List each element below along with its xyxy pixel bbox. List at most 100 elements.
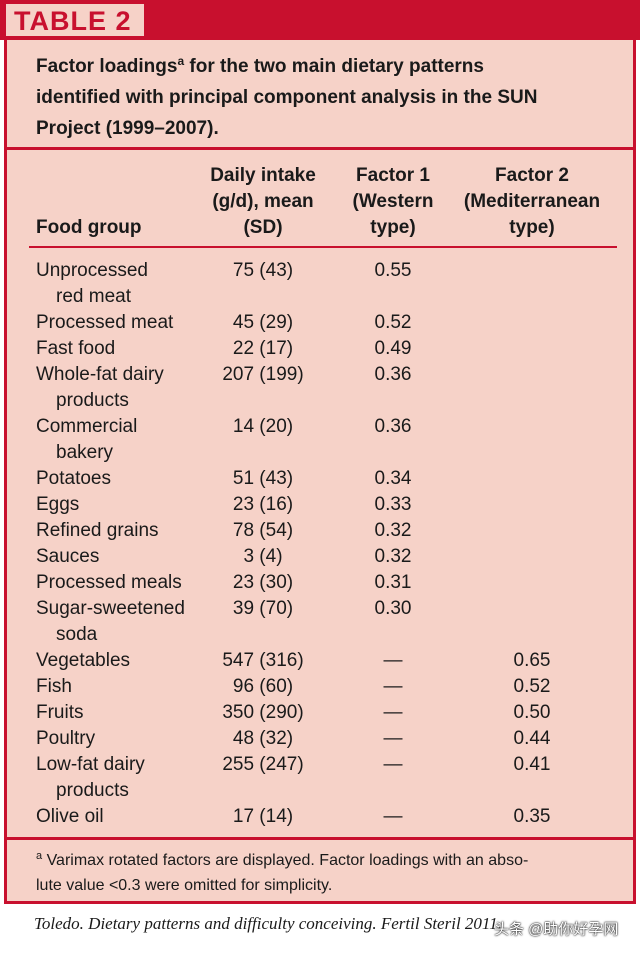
cell-food-group: Poultry (36, 726, 211, 752)
caption-line-3: Project (1999–2007). (36, 118, 219, 139)
cell-food-group: Processed meals (36, 570, 211, 596)
caption-line-1: Factor loadingsa for the two main dietar… (36, 51, 633, 82)
cell-daily-intake: 14 (20) (232, 416, 294, 437)
food-line: Unprocessed (36, 260, 148, 281)
cell-daily-intake: 22 (17) (232, 338, 294, 359)
cell-food-group: Fast food (36, 336, 211, 362)
food-line: Commercial (36, 416, 138, 437)
food-line: products (56, 780, 129, 801)
header-line (36, 189, 211, 215)
cell-factor-1: 0.52 (374, 312, 412, 333)
header-line: type) (509, 217, 555, 238)
food-line: Poultry (36, 728, 96, 749)
header-line: (Western (352, 191, 434, 212)
cell-food-group: Vegetables (36, 648, 211, 674)
cell-daily-intake: 255 (247) (222, 754, 304, 775)
food-line: red meat (56, 286, 131, 307)
cell-daily-intake: 96 (60) (232, 676, 294, 697)
footnote-superscript: a (36, 850, 43, 862)
caption-line-2: identified with principal component anal… (36, 87, 538, 108)
cell-food-group: Sugar-sweetened soda (36, 596, 211, 648)
cell-factor-1: 0.34 (374, 468, 412, 489)
footnote-line-1: a Varimax rotated factors are displayed.… (36, 848, 613, 873)
cell-factor-2: 0.52 (513, 676, 551, 697)
cell-daily-intake: 75 (43) (232, 260, 294, 281)
table-footnote: a Varimax rotated factors are displayed.… (4, 840, 636, 904)
cell-factor-1: 0.49 (374, 338, 412, 359)
food-line: Eggs (36, 494, 80, 515)
cell-factor-2: 0.65 (513, 650, 551, 671)
food-line: Fish (36, 676, 72, 697)
header-line: type) (370, 217, 416, 238)
column-header-factor-1: Factor 1 (Western type) (339, 163, 447, 241)
cell-daily-intake: 547 (316) (222, 650, 304, 671)
cell-factor-1: — (383, 754, 403, 775)
cell-daily-intake: 78 (54) (232, 520, 294, 541)
column-header-factor-2: Factor 2 (Mediterranean type) (449, 163, 615, 241)
cell-daily-intake: 51 (43) (232, 468, 294, 489)
cell-factor-1: 0.36 (374, 364, 412, 385)
cell-food-group: Processed meat (36, 310, 211, 336)
caption-superscript: a (177, 54, 185, 68)
cell-daily-intake: 350 (290) (222, 702, 304, 723)
cell-daily-intake: 23 (16) (232, 494, 294, 515)
cell-factor-1: 0.55 (374, 260, 412, 281)
table-caption: Factor loadingsa for the two main dietar… (4, 40, 636, 150)
food-line: products (56, 390, 129, 411)
caption-text: Factor loadings (36, 56, 178, 77)
cell-food-group: Sauces (36, 544, 211, 570)
header-line: (Mediterranean (463, 191, 601, 212)
cell-daily-intake: 17 (14) (232, 806, 294, 827)
food-line: Fruits (36, 702, 84, 723)
header-line: (g/d), mean (212, 191, 314, 212)
header-line: (SD) (243, 217, 283, 238)
cell-food-group: Commercial bakery (36, 414, 211, 466)
cell-daily-intake: 23 (30) (232, 572, 294, 593)
footnote-text: Varimax rotated factors are displayed. F… (42, 852, 529, 869)
header-line: Factor 2 (495, 165, 569, 186)
cell-factor-1: — (383, 728, 403, 749)
food-line: Whole-fat dairy (36, 364, 164, 385)
source-citation: Toledo. Dietary patterns and difficulty … (34, 914, 502, 933)
cell-factor-1: 0.32 (374, 520, 412, 541)
food-line: Low-fat dairy (36, 754, 145, 775)
cell-food-group: Potatoes (36, 466, 211, 492)
cell-factor-1: — (383, 676, 403, 697)
cell-factor-1: — (383, 806, 403, 827)
table-label: TABLE 2 (4, 2, 146, 38)
data-table: Food group Daily intake (g/d), mean (SD)… (4, 150, 636, 840)
cell-food-group: Fruits (36, 700, 211, 726)
column-header-food-group: Food group (36, 163, 211, 241)
cell-food-group: Fish (36, 674, 211, 700)
caption-text: for the two main dietary patterns (184, 56, 484, 77)
food-line: Refined grains (36, 520, 159, 541)
cell-factor-2: 0.50 (513, 702, 551, 723)
cell-factor-1: 0.33 (374, 494, 412, 515)
header-line (36, 163, 211, 189)
food-line: Olive oil (36, 806, 104, 827)
header-rule (29, 246, 617, 248)
cell-factor-2: 0.41 (513, 754, 551, 775)
cell-food-group: Refined grains (36, 518, 211, 544)
header-line: Food group (36, 217, 142, 238)
food-line: Vegetables (36, 650, 131, 671)
cell-daily-intake: 3 (4) (243, 546, 283, 567)
food-line: Processed meat (36, 312, 174, 333)
watermark: 头条 @助你好孕网 (494, 921, 619, 938)
food-line: soda (56, 624, 98, 645)
cell-factor-1: 0.31 (374, 572, 412, 593)
food-line: Sauces (36, 546, 100, 567)
cell-food-group: Eggs (36, 492, 211, 518)
food-line: Potatoes (36, 468, 111, 489)
header-line: Daily intake (210, 165, 316, 186)
header-line: Factor 1 (356, 165, 430, 186)
cell-daily-intake: 45 (29) (232, 312, 294, 333)
footnote-line-2: lute value <0.3 were omitted for simplic… (36, 877, 333, 894)
cell-daily-intake: 48 (32) (232, 728, 294, 749)
cell-food-group: Low-fat dairy products (36, 752, 211, 804)
cell-daily-intake: 207 (199) (222, 364, 304, 385)
cell-daily-intake: 39 (70) (232, 598, 294, 619)
cell-food-group: Olive oil (36, 804, 211, 830)
food-line: bakery (56, 442, 114, 463)
